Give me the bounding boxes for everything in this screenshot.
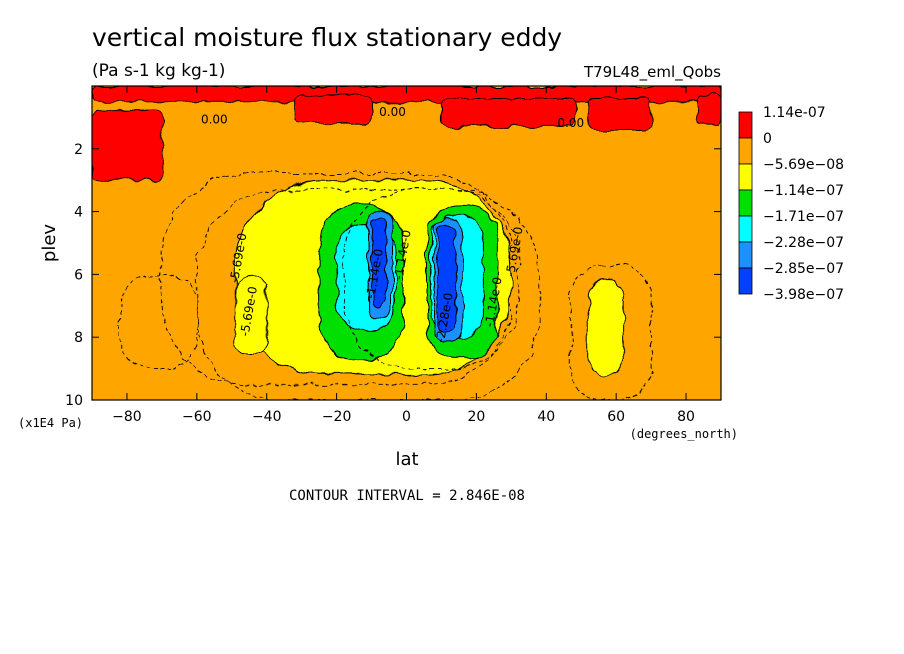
x-tick-label-6: 40 bbox=[537, 409, 555, 425]
dashed-contour-0 bbox=[161, 173, 512, 385]
x-tick-label-1: −60 bbox=[182, 409, 212, 425]
legend-label-3: −1.14e−07 bbox=[763, 183, 844, 199]
x-tick-label-4: 0 bbox=[402, 409, 411, 425]
dashed-contour-2 bbox=[570, 264, 652, 400]
dashed-contour-4 bbox=[119, 273, 198, 370]
contour-label-2: 0.00 bbox=[557, 116, 584, 130]
legend: 1.14e-07 0 −5.69e−08 −1.14e−07 −1.71e−07 −2.2… bbox=[738, 105, 844, 303]
contour-region-7 bbox=[234, 273, 268, 357]
contour-region-1 bbox=[92, 110, 163, 181]
y-axis-label: plev bbox=[39, 224, 60, 263]
legend-swatch-4 bbox=[738, 215, 753, 243]
x-tick-label-0: −80 bbox=[112, 409, 142, 425]
contour-region-0 bbox=[92, 86, 721, 103]
contour-region-15 bbox=[371, 217, 387, 307]
dashed-contour-1 bbox=[196, 189, 540, 400]
x-axis: −80 −60 −40 −20 0 20 40 60 80 bbox=[112, 86, 695, 425]
contour-label-0: 0.00 bbox=[201, 113, 228, 127]
x-axis-label: lat bbox=[395, 449, 418, 470]
x-tick-label-8: 80 bbox=[677, 409, 695, 425]
legend-swatch-6 bbox=[738, 267, 753, 295]
y-tick-label-2: 6 bbox=[74, 267, 83, 283]
contour-region-4 bbox=[587, 98, 652, 131]
x-tick-label-5: 20 bbox=[467, 409, 485, 425]
legend-label-2: −5.69e−08 bbox=[763, 157, 844, 173]
legend-swatch-1 bbox=[738, 137, 753, 165]
units-label: (Pa s-1 kg kg-1) bbox=[92, 61, 225, 81]
legend-swatch-2 bbox=[738, 163, 753, 191]
legend-label-4: −1.71e−07 bbox=[763, 209, 844, 225]
legend-swatch-0 bbox=[738, 111, 753, 139]
contour-label-1: 0.00 bbox=[379, 105, 406, 119]
legend-label-1: 0 bbox=[763, 131, 772, 147]
y-axis: 2 4 6 8 10 bbox=[65, 142, 721, 409]
legend-swatch-5 bbox=[738, 241, 753, 269]
contour-region-3 bbox=[440, 98, 575, 128]
contour-region-8 bbox=[587, 280, 624, 376]
x-axis-units: (degrees_north) bbox=[630, 427, 738, 441]
x-tick-label-2: −40 bbox=[252, 409, 282, 425]
contour-region-5 bbox=[696, 94, 721, 125]
chart-title: vertical moisture flux stationary eddy bbox=[92, 23, 562, 52]
x-tick-label-3: −20 bbox=[322, 409, 352, 425]
contour-region-2 bbox=[294, 94, 373, 125]
y-tick-label-1: 4 bbox=[74, 205, 83, 221]
contour-interval: CONTOUR INTERVAL = 2.846E-08 bbox=[289, 488, 525, 504]
x-tick-label-7: 60 bbox=[607, 409, 625, 425]
y-tick-label-4: 10 bbox=[65, 393, 83, 409]
legend-swatch-3 bbox=[738, 189, 753, 217]
dataset-label: T79L48_eml_Qobs bbox=[583, 63, 721, 82]
legend-label-6: −2.85e−07 bbox=[763, 261, 844, 277]
y-tick-label-0: 2 bbox=[74, 142, 83, 158]
legend-label-0: 1.14e-07 bbox=[763, 105, 826, 121]
legend-label-5: −2.28e−07 bbox=[763, 235, 844, 251]
contour-region-16 bbox=[437, 223, 456, 332]
plot-area: 0.000.000.00-5.69e-0-1.14e-0-1.14e-0-5.6… bbox=[91, 85, 722, 401]
y-axis-units: (x1E4 Pa) bbox=[18, 416, 83, 430]
legend-label-7: −3.98e−07 bbox=[763, 287, 844, 303]
dashed-contour-3 bbox=[343, 189, 519, 370]
y-tick-label-3: 8 bbox=[74, 330, 83, 346]
